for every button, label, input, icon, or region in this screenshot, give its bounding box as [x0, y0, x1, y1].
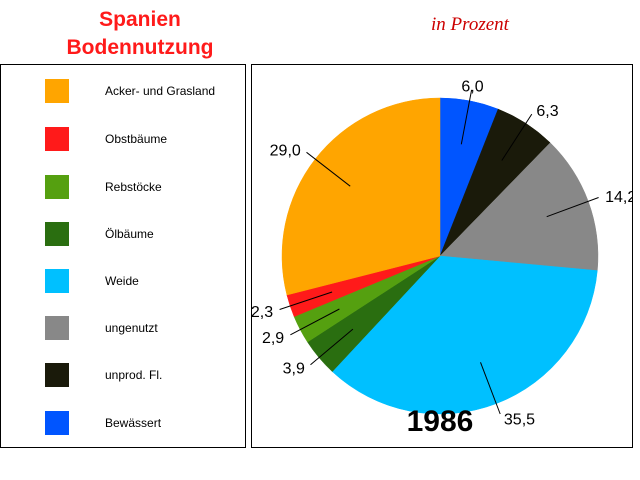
- data-label: 3,9: [283, 361, 305, 378]
- title-line-2: Bodennutzung: [66, 36, 214, 59]
- legend-swatch: [45, 363, 69, 387]
- legend-label: ungenutzt: [105, 321, 158, 335]
- legend: Acker- und Grasland Obstbäume Rebstöcke …: [0, 64, 246, 448]
- plot-area: 6,0 6,3 14,2 35,5 3,9 2,9 2,3 29,0 1986: [251, 64, 636, 448]
- leader-line: [501, 113, 533, 161]
- legend-swatch: [45, 411, 69, 435]
- pie-chart: 6,0 6,3 14,2 35,5 3,9 2,9 2,3 29,0 1986: [251, 78, 636, 438]
- legend-swatch: [45, 269, 69, 293]
- data-label: 2,3: [252, 304, 273, 321]
- legend-swatch: [45, 316, 69, 340]
- leader-line: [310, 328, 354, 366]
- leader-line: [306, 151, 351, 187]
- leader-line: [546, 197, 599, 218]
- data-label: 29,0: [270, 142, 301, 159]
- leader-line: [279, 291, 333, 310]
- legend-label: Acker- und Grasland: [105, 84, 216, 98]
- data-label: 2,9: [262, 330, 284, 347]
- chart-title: Spanien Bodennutzung: [40, 6, 240, 62]
- leader-line: [480, 362, 501, 415]
- title-line-1: Spanien: [99, 8, 181, 31]
- leader-line: [460, 89, 473, 145]
- legend-swatch: [45, 175, 69, 199]
- legend-label: Bewässert: [105, 416, 162, 430]
- legend-label: Ölbäume: [105, 227, 154, 241]
- legend-label: Rebstöcke: [105, 180, 162, 194]
- legend-swatch: [45, 79, 69, 103]
- data-label: 6,3: [536, 103, 558, 120]
- leader-line: [290, 308, 340, 336]
- data-label: 35,5: [504, 411, 535, 428]
- legend-label: Weide: [105, 274, 139, 288]
- data-label: 14,2: [605, 189, 632, 206]
- year-label: 1986: [407, 405, 474, 438]
- legend-swatch: [45, 222, 69, 246]
- legend-swatch: [45, 127, 69, 151]
- legend-label: Obstbäume: [105, 132, 168, 146]
- data-label: 6,0: [461, 78, 483, 95]
- chart-subtitle: in Prozent: [431, 14, 509, 35]
- legend-label: unprod. Fl.: [105, 368, 163, 382]
